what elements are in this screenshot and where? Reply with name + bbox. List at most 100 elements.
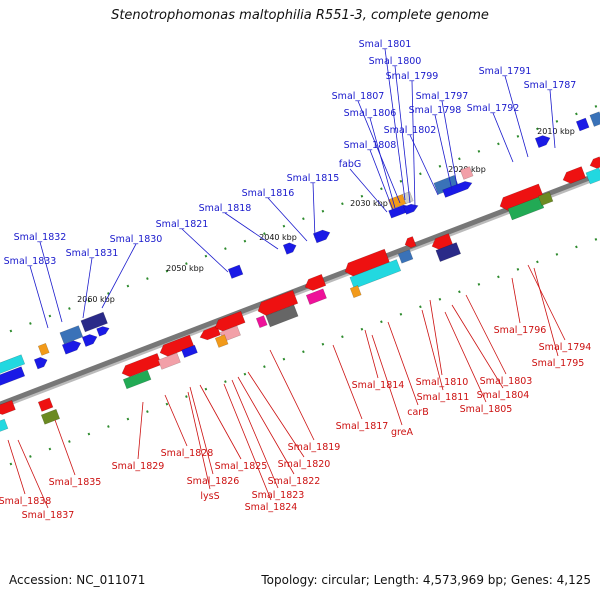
- forward-gene-feature-shape: [61, 340, 82, 355]
- forward-gene-label: Smal_1806: [344, 108, 397, 119]
- forward-gene-feature-shape: [59, 325, 84, 345]
- forward-gene-label: Smal_1787: [524, 80, 577, 91]
- forward-gene-leader-line: [411, 80, 416, 208]
- reverse-gene-feature-shape: [265, 304, 299, 328]
- tick-mark: [107, 425, 110, 428]
- tick-mark: [380, 187, 383, 191]
- tick-mark: [87, 432, 91, 436]
- tick-mark: [282, 224, 286, 228]
- reverse-gene-feature: [157, 352, 181, 370]
- forward-gene-feature: [61, 340, 82, 355]
- reverse-gene-label: Smal_1829: [112, 461, 165, 472]
- reverse-gene-feature: [562, 166, 587, 184]
- reverse-gene-leader-line: [421, 309, 444, 391]
- forward-gene-leader-line: [224, 212, 279, 250]
- tick-mark: [360, 327, 364, 331]
- tick-mark: [9, 462, 13, 466]
- tick-mark: [477, 282, 481, 286]
- reverse-gene-leader-line: [269, 349, 315, 441]
- reverse-gene-feature: [265, 304, 299, 328]
- forward-gene-feature: [37, 342, 50, 356]
- reverse-gene-label: Smal_1837: [22, 510, 75, 521]
- forward-gene-feature-shape: [0, 366, 26, 388]
- reverse-gene-label: Smal_1811: [417, 392, 470, 403]
- reverse-gene-feature: [507, 196, 545, 221]
- tick-mark: [575, 112, 578, 116]
- reverse-gene-feature: [199, 325, 221, 341]
- forward-gene-feature-shape: [81, 334, 98, 347]
- reverse-gene-feature: [257, 289, 299, 316]
- reverse-gene-leader-line: [187, 391, 211, 490]
- reverse-gene-feature-shape: [0, 399, 16, 415]
- forward-gene-leader-line: [29, 265, 49, 329]
- forward-gene-feature-shape: [442, 181, 473, 198]
- reverse-gene-label: Smal_1826: [187, 476, 240, 487]
- reverse-gene-label: lysS: [200, 491, 219, 502]
- reverse-gene-feature: [0, 399, 16, 415]
- forward-gene-feature: [0, 354, 26, 376]
- tick-mark: [419, 172, 422, 176]
- tick-mark: [29, 455, 32, 458]
- reverse-gene-feature-shape: [344, 248, 390, 277]
- reverse-gene-feature: [181, 344, 198, 358]
- forward-gene-feature: [59, 325, 84, 345]
- reverse-gene-label: Smal_1814: [352, 380, 405, 391]
- forward-gene-feature-shape: [80, 311, 108, 333]
- tick-mark: [341, 335, 344, 339]
- reverse-gene-feature: [214, 310, 246, 332]
- forward-gene-feature-shape: [37, 342, 50, 356]
- reverse-gene-feature: [304, 273, 327, 291]
- forward-gene-feature: [534, 135, 551, 149]
- forward-gene-feature-shape: [589, 111, 600, 127]
- reverse-gene-leader-line: [237, 376, 295, 475]
- forward-gene-feature: [401, 191, 414, 205]
- reverse-gene-label: Smal_1810: [416, 377, 469, 388]
- reverse-gene-leader-line: [7, 439, 26, 495]
- reverse-gene-feature: [431, 233, 454, 251]
- forward-gene-leader-line: [434, 114, 453, 191]
- forward-gene-leader-line: [549, 89, 556, 149]
- reverse-gene-feature-shape: [255, 315, 268, 329]
- reverse-gene-label: Smal_1795: [532, 358, 585, 369]
- forward-gene-feature-shape: [96, 326, 110, 337]
- reverse-gene-label: Smal_1819: [288, 442, 341, 453]
- tick-mark: [516, 134, 520, 138]
- forward-gene-feature: [81, 334, 98, 347]
- tick-mark: [282, 357, 286, 361]
- reverse-gene-feature: [397, 249, 414, 264]
- reverse-gene-feature: [404, 236, 417, 249]
- reverse-gene-label: Smal_1794: [539, 342, 592, 353]
- forward-gene-label: Smal_1798: [409, 105, 462, 116]
- tick-mark: [224, 380, 227, 384]
- reverse-gene-feature: [255, 315, 268, 329]
- forward-gene-label: Smal_1801: [359, 39, 412, 50]
- reverse-gene-feature-shape: [305, 288, 327, 305]
- reverse-gene-label: carB: [407, 407, 428, 418]
- reverse-gene-feature: [159, 334, 195, 357]
- scale-label: 2060 kbp: [77, 295, 115, 304]
- forward-gene-feature: [459, 166, 474, 180]
- reverse-gene-feature: [40, 408, 61, 425]
- tick-mark: [146, 410, 149, 413]
- forward-gene-leader-line: [441, 100, 458, 187]
- forward-gene-label: Smal_1832: [14, 232, 67, 243]
- reverse-gene-leader-line: [364, 329, 379, 379]
- reverse-gene-leader-line: [429, 299, 443, 376]
- forward-gene-label: Smal_1792: [467, 103, 520, 114]
- reverse-gene-feature: [305, 288, 327, 305]
- tick-mark: [458, 157, 461, 161]
- tick-mark: [263, 232, 266, 236]
- forward-gene-feature: [0, 366, 26, 388]
- forward-gene-feature-shape: [459, 166, 474, 180]
- reverse-gene-feature: [344, 248, 390, 277]
- tick-mark: [594, 105, 598, 108]
- tick-mark: [126, 284, 130, 288]
- reverse-gene-label: Smal_1825: [215, 461, 268, 472]
- reverse-gene-feature-shape: [537, 191, 554, 206]
- tick-mark: [575, 245, 578, 249]
- tick-mark: [204, 254, 208, 258]
- tick-mark: [438, 297, 442, 301]
- reverse-gene-label: Smal_1828: [161, 448, 214, 459]
- forward-gene-feature-shape: [282, 242, 297, 255]
- reverse-gene-feature-shape: [214, 310, 246, 332]
